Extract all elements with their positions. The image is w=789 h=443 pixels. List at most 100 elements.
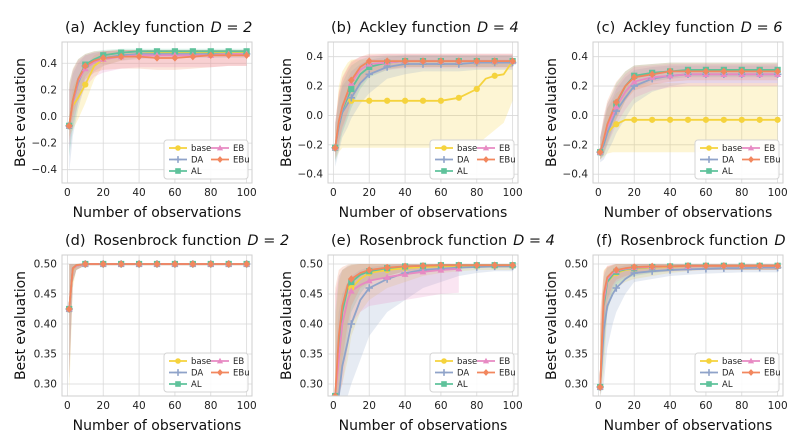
point-EBu — [648, 262, 656, 271]
legend-marker-icon — [174, 369, 182, 376]
y-tick-label: 0.40 — [565, 319, 588, 331]
legend-marker-icon — [175, 168, 181, 174]
y-tick-label: 0.35 — [565, 349, 588, 361]
y-tick-label: −0.2 — [298, 139, 324, 151]
point-EBu — [207, 260, 215, 268]
legend-item-EB: EB — [211, 357, 244, 367]
y-tick-label: 0.40 — [34, 319, 57, 331]
y-tick-label: 0.4 — [306, 51, 323, 63]
point-EBu — [684, 262, 692, 270]
legend-label: EB — [233, 144, 244, 154]
legend-marker-icon — [706, 168, 712, 174]
legend-label: DA — [457, 156, 469, 166]
legend-item-DA: DA — [700, 156, 734, 166]
point-EBu — [207, 51, 215, 60]
point-EBu — [774, 67, 782, 76]
x-tick-label: 20 — [363, 400, 376, 412]
x-tick-label: 0 — [330, 187, 337, 199]
legend-label: EB — [499, 144, 510, 154]
function-name: Ackley function — [360, 20, 471, 36]
y-tick-label: 0.40 — [300, 319, 323, 331]
y-tick-label: 0.45 — [34, 289, 57, 301]
x-axis-title: Number of observations — [73, 205, 242, 221]
point-base — [756, 116, 763, 123]
y-tick-label: −0.4 — [32, 164, 58, 176]
line-DA — [68, 263, 247, 310]
point-EB — [383, 273, 391, 280]
legend-item-EB: EB — [742, 144, 775, 154]
x-tick-label: 60 — [168, 187, 181, 199]
y-tick-label: 0.50 — [300, 259, 323, 271]
panel-title: (b) Ackley function D = 4 — [331, 20, 519, 36]
y-tick-label: 0.2 — [571, 81, 588, 93]
point-EBu — [774, 262, 782, 270]
point-EBu — [135, 260, 143, 268]
legend-marker-icon — [441, 358, 447, 364]
plot-area — [331, 53, 517, 167]
chart-panel-2: 0 20 40 60 80 100 −0.4 −0.2 0.0 0.2 0.4 (b) Ackley f… — [279, 20, 523, 221]
y-axis-title: Best evaluation — [279, 271, 295, 380]
point-base — [384, 97, 391, 104]
chart-panel-3: 0 20 40 60 80 100 −0.4 −0.2 0.0 0.2 0.4 (c) Ackley f… — [544, 20, 788, 221]
legend-item-EBu: EBu — [477, 369, 516, 379]
point-base — [473, 85, 480, 93]
legend-item-EBu: EBu — [211, 369, 250, 379]
point-EB — [612, 103, 620, 110]
y-tick-label: 0.4 — [40, 58, 57, 70]
legend-item-DA: DA — [435, 369, 469, 379]
y-axis-title: Best evaluation — [544, 58, 560, 167]
point-base — [366, 97, 373, 104]
point-EBu — [419, 262, 427, 270]
legend-marker-icon — [441, 145, 447, 151]
legend-label: EBu — [233, 156, 250, 166]
x-tick-label: 20 — [97, 187, 110, 199]
line-EBu — [68, 263, 247, 310]
y-tick-label: 0.0 — [40, 111, 57, 123]
point-EBu — [509, 261, 517, 269]
point-EBu — [65, 122, 73, 130]
point-base — [491, 72, 498, 79]
point-EB — [419, 268, 427, 275]
band-EBu — [600, 62, 778, 160]
point-EBu — [189, 52, 197, 61]
y-axis-title: Best evaluation — [544, 271, 560, 380]
panel-title: (c) Ackley function D = 6 — [596, 20, 782, 36]
legend-marker-icon — [175, 145, 181, 151]
point-AL — [366, 63, 373, 71]
point-base — [702, 116, 710, 123]
dimension-label: D = 4 — [513, 233, 555, 249]
x-tick-label: 20 — [628, 400, 641, 412]
point-EBu — [99, 260, 107, 268]
point-EBu — [491, 57, 499, 65]
legend-item-EB: EB — [477, 144, 510, 154]
point-AL — [207, 48, 214, 55]
legend-label: DA — [722, 369, 734, 379]
plot-area — [65, 260, 251, 396]
legend-label: DA — [191, 156, 203, 166]
point-base — [401, 97, 409, 104]
point-EBu — [630, 263, 638, 271]
x-tick-label: 0 — [595, 187, 602, 199]
panel-label: (d) — [65, 233, 86, 249]
legend-label: DA — [457, 369, 469, 379]
function-name: Rosenbrock function — [620, 233, 768, 249]
x-tick-label: 40 — [132, 400, 145, 412]
panel-label: (f) — [596, 233, 612, 249]
x-tick-label: 80 — [470, 187, 483, 199]
point-EBu — [135, 52, 143, 61]
legend-marker-icon — [747, 369, 755, 376]
point-EBu — [455, 261, 463, 269]
legend-box — [163, 139, 249, 180]
point-DA — [612, 284, 621, 292]
point-base — [419, 97, 427, 104]
legend-item-AL: AL — [169, 167, 202, 177]
plot-area — [596, 262, 782, 396]
x-tick-label: 80 — [204, 187, 217, 199]
point-EBu — [347, 76, 355, 84]
legend-label: AL — [722, 167, 733, 177]
axes-frame — [327, 254, 519, 397]
x-tick-label: 0 — [595, 400, 602, 412]
legend-label: EB — [499, 357, 510, 367]
